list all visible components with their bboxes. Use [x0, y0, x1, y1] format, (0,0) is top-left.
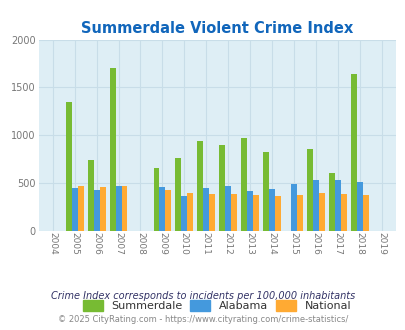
Text: Crime Index corresponds to incidents per 100,000 inhabitants: Crime Index corresponds to incidents per…	[51, 291, 354, 301]
Text: © 2025 CityRating.com - https://www.cityrating.com/crime-statistics/: © 2025 CityRating.com - https://www.city…	[58, 315, 347, 324]
Bar	[328, 173, 334, 231]
Bar	[362, 195, 368, 231]
Bar	[241, 138, 247, 231]
Bar	[159, 187, 165, 231]
Title: Summerdale Violent Crime Index: Summerdale Violent Crime Index	[81, 21, 352, 36]
Bar	[165, 190, 171, 231]
Bar	[197, 141, 203, 231]
Bar	[181, 196, 187, 231]
Bar	[99, 187, 105, 231]
Bar	[187, 193, 193, 231]
Bar	[77, 186, 83, 231]
Bar	[230, 194, 237, 231]
Bar	[252, 195, 258, 231]
Bar	[334, 180, 340, 231]
Bar	[318, 193, 324, 231]
Bar	[350, 74, 356, 231]
Bar	[153, 168, 159, 231]
Bar	[175, 158, 181, 231]
Bar	[306, 149, 312, 231]
Bar	[219, 145, 225, 231]
Bar	[87, 160, 94, 231]
Bar	[312, 180, 318, 231]
Bar	[296, 195, 302, 231]
Bar	[290, 184, 296, 231]
Bar	[247, 191, 252, 231]
Bar	[94, 190, 99, 231]
Bar	[72, 188, 77, 231]
Bar	[66, 102, 72, 231]
Bar	[274, 196, 280, 231]
Bar	[121, 186, 127, 231]
Bar	[209, 194, 215, 231]
Bar	[225, 186, 230, 231]
Bar	[269, 189, 274, 231]
Bar	[203, 188, 209, 231]
Bar	[262, 151, 269, 231]
Bar	[109, 68, 115, 231]
Bar	[356, 182, 362, 231]
Bar	[115, 185, 121, 231]
Legend: Summerdale, Alabama, National: Summerdale, Alabama, National	[80, 298, 353, 314]
Bar	[340, 194, 346, 231]
